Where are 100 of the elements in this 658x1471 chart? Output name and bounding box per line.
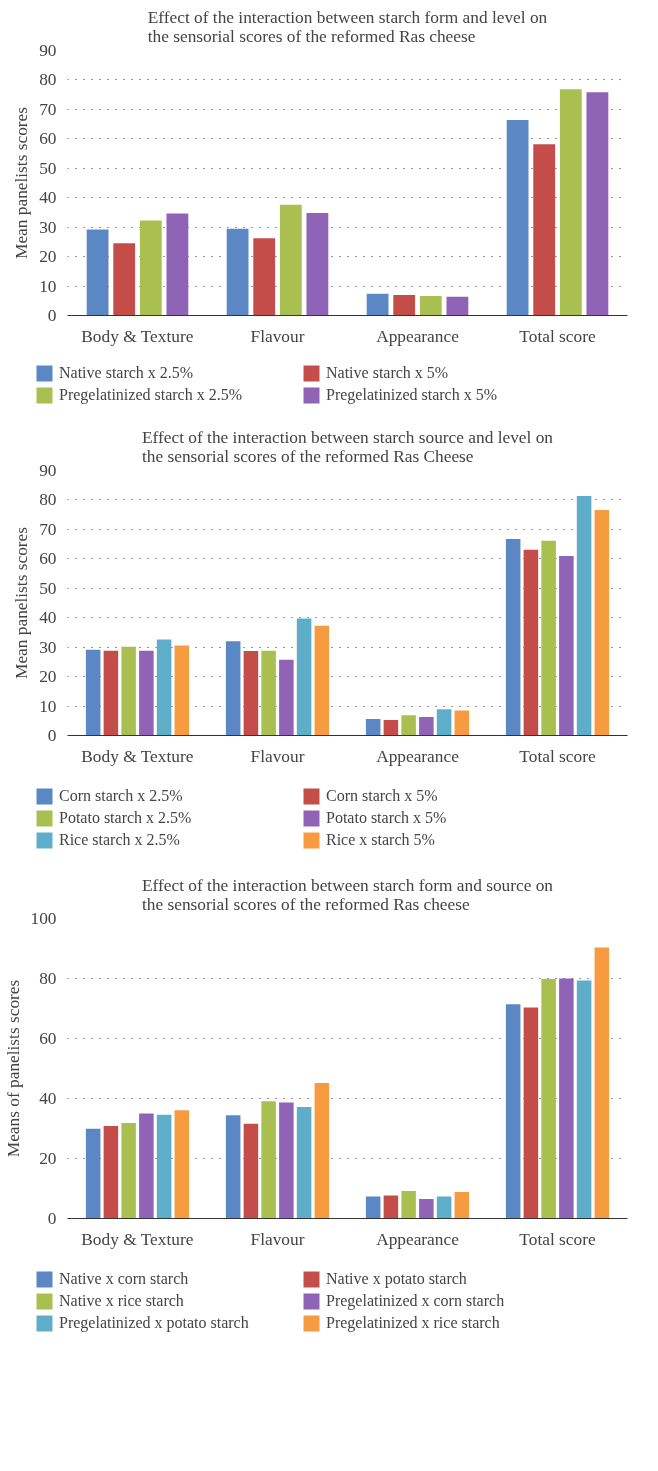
y-tick-label: 80	[39, 490, 57, 510]
bar	[314, 1082, 330, 1219]
legend-label: Native x corn starch	[59, 1270, 190, 1288]
bar	[419, 716, 434, 736]
bar	[103, 1126, 119, 1219]
bar	[559, 555, 574, 736]
x-tick-label: Total score	[519, 746, 596, 766]
y-tick-label: 90	[39, 461, 57, 480]
bar	[366, 293, 389, 316]
y-tick-label: 90	[39, 41, 57, 60]
bar	[505, 1004, 521, 1219]
y-tick-label: 60	[39, 129, 57, 149]
bar	[261, 1101, 276, 1219]
y-tick-label: 30	[39, 637, 57, 657]
y-tick-label: 0	[47, 1209, 57, 1228]
bar	[541, 979, 556, 1219]
bar	[261, 650, 276, 736]
bar	[226, 228, 249, 316]
bar	[365, 719, 381, 736]
legend-label: Potato starch x 2.5%	[59, 809, 193, 827]
y-tick-label: 40	[39, 608, 57, 628]
bar	[113, 243, 136, 316]
legend-label: Corn starch x 5%	[326, 787, 439, 805]
y-tick-label: 80	[39, 70, 57, 90]
bar	[586, 92, 609, 316]
bar	[314, 625, 330, 736]
x-tick-label: Body & Texture	[81, 326, 194, 346]
y-tick-label: 0	[47, 306, 57, 325]
legend-label: Native starch x 5%	[326, 364, 450, 382]
bar	[576, 980, 592, 1219]
x-tick-label: Body & Texture	[81, 1229, 194, 1249]
y-tick-label: 50	[39, 158, 57, 178]
bar	[121, 646, 136, 736]
y-tick-label: 20	[39, 247, 57, 267]
bar	[541, 540, 556, 736]
legend-label: Rice starch x 2.5%	[59, 831, 181, 849]
y-tick-label: 70	[39, 519, 57, 539]
bar	[454, 710, 470, 736]
bar	[436, 709, 452, 736]
bar	[401, 715, 416, 736]
legend-label: Native x rice starch	[59, 1292, 185, 1310]
x-tick-label: Flavour	[250, 1229, 305, 1249]
bar	[174, 645, 190, 736]
x-tick-label: Appearance	[376, 746, 460, 766]
x-tick-label: Appearance	[376, 1229, 460, 1249]
y-axis-title: Means of panelists scores	[3, 979, 23, 1158]
x-tick-label: Flavour	[250, 326, 305, 346]
bar	[559, 978, 574, 1219]
y-tick-label: 0	[47, 726, 57, 745]
y-tick-label: 40	[39, 188, 57, 208]
bar	[279, 1102, 294, 1219]
bar	[365, 1196, 381, 1219]
bar	[401, 1190, 416, 1219]
y-tick-label: 10	[39, 276, 57, 296]
bar	[559, 89, 582, 316]
bar	[523, 1007, 539, 1219]
bar	[506, 119, 529, 316]
legend-label: Corn starch x 2.5%	[59, 787, 184, 805]
bar	[523, 549, 539, 736]
y-tick-label: 30	[39, 217, 57, 237]
legend-label: Rice x starch 5%	[326, 831, 436, 849]
bar	[594, 509, 610, 736]
bar	[446, 296, 469, 316]
chart-title: Effect of the interaction between starch form and level on the sensorial scores of the reformed Ras cheese	[147, 7, 548, 46]
bar	[225, 1115, 241, 1219]
x-tick-label: Body & Texture	[81, 746, 194, 766]
chart-title: Effect of the interaction between starch form and source on the sensorial scores of the reformed Ras cheese	[141, 875, 554, 914]
bar	[383, 719, 399, 736]
x-tick-label: Flavour	[250, 746, 305, 766]
y-tick-label: 50	[39, 578, 57, 598]
bar	[576, 496, 592, 736]
legend-label: Pregelatinized x rice starch	[326, 1314, 501, 1332]
bar	[296, 618, 312, 736]
legend-label: Pregelatinized x potato starch	[59, 1314, 250, 1332]
legend-label: Native starch x 2.5%	[59, 364, 195, 382]
bar	[139, 1113, 154, 1219]
bar	[279, 204, 302, 316]
y-tick-label: 40	[39, 1089, 57, 1108]
bar	[393, 294, 416, 316]
bar	[419, 296, 442, 316]
y-tick-label: 80	[39, 969, 57, 988]
bar	[505, 539, 521, 736]
bar	[85, 649, 101, 736]
legend-label: Pregelatinized starch x 2.5%	[59, 386, 244, 404]
bar	[86, 229, 109, 316]
bar	[436, 1196, 452, 1219]
bar	[156, 639, 172, 736]
bar	[243, 650, 259, 736]
y-tick-label: 60	[39, 549, 57, 569]
y-tick-label: 20	[39, 1149, 57, 1168]
y-tick-label: 60	[39, 1029, 57, 1048]
bar	[594, 947, 610, 1219]
bar	[243, 1123, 259, 1219]
y-axis-title: Mean panelists scores	[12, 106, 32, 260]
legend-label: Pregelatinized starch x 5%	[326, 386, 499, 404]
bar	[253, 238, 276, 316]
bar	[306, 213, 329, 316]
y-axis-title: Mean panelists scores	[12, 526, 32, 680]
x-tick-label: Total score	[519, 326, 596, 346]
bar	[454, 1192, 470, 1219]
